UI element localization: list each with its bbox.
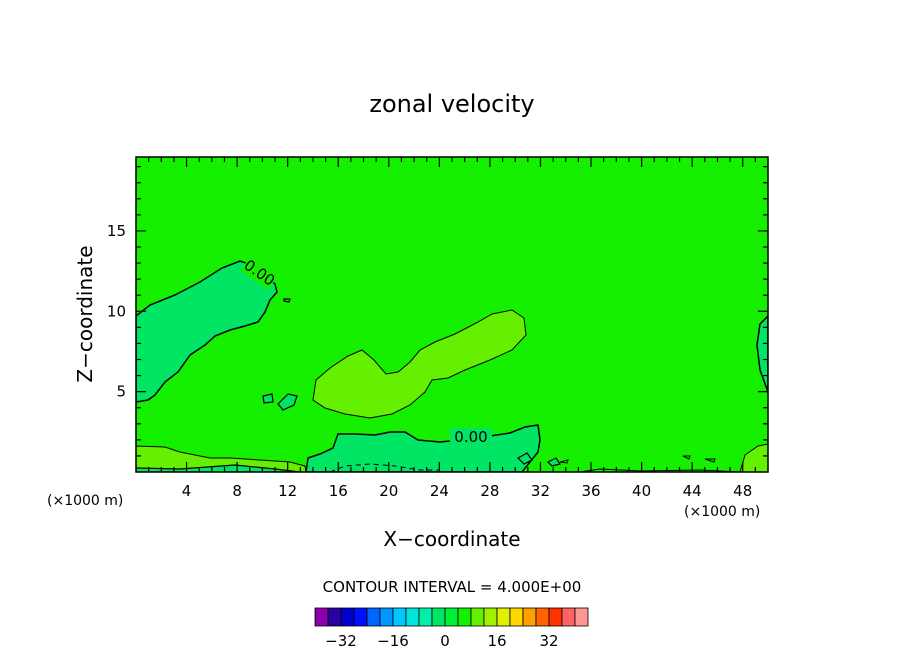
colorbar-swatch bbox=[535, 607, 550, 627]
colorbar-ticks: −32 −16 0 16 32 bbox=[325, 632, 558, 650]
island-g bbox=[682, 455, 691, 460]
island-f bbox=[559, 459, 569, 464]
x-axis-label: X−coordinate bbox=[383, 527, 520, 551]
colorbar-swatch bbox=[431, 607, 446, 627]
colorbar-swatch bbox=[470, 607, 485, 627]
colorbar bbox=[314, 607, 589, 627]
region-negative-upper-left bbox=[136, 260, 278, 403]
y-tick-label: 15 bbox=[107, 222, 126, 240]
colorbar-swatch bbox=[457, 607, 472, 627]
x-tick-label: 24 bbox=[430, 482, 449, 500]
island-a bbox=[262, 393, 274, 404]
island-h bbox=[704, 458, 716, 463]
y-axis: 5 10 15 bbox=[107, 166, 768, 457]
colorbar-swatch bbox=[353, 607, 368, 627]
x-tick-label: 36 bbox=[581, 482, 600, 500]
x-tick-label: 20 bbox=[379, 482, 398, 500]
colorbar-swatch bbox=[392, 607, 407, 627]
colorbar-swatch bbox=[340, 607, 355, 627]
x-unit-label-right: (×1000 m) bbox=[684, 504, 760, 520]
colorbar-tick-label: 32 bbox=[539, 632, 558, 650]
colorbar-swatch bbox=[405, 607, 420, 627]
colorbar-swatch bbox=[483, 607, 498, 627]
dashed-contour bbox=[329, 463, 440, 472]
colorbar-swatch bbox=[366, 607, 381, 627]
region-negative-right-edge bbox=[756, 314, 768, 393]
colorbar-tick-label: 16 bbox=[487, 632, 506, 650]
chart-title: zonal velocity bbox=[369, 90, 534, 118]
colorbar-swatch bbox=[574, 607, 589, 627]
region-positive-bottom-left bbox=[136, 445, 307, 472]
region-negative-lower-center bbox=[305, 424, 541, 472]
x-tick-label: 28 bbox=[480, 482, 499, 500]
x-tick-label: 8 bbox=[232, 482, 242, 500]
island-d bbox=[517, 452, 533, 465]
colorbar-swatch bbox=[418, 607, 433, 627]
x-tick-label: 12 bbox=[278, 482, 297, 500]
contour-interval: CONTOUR INTERVAL = 4.000E+00 bbox=[323, 578, 582, 596]
region-positive-bottom-right bbox=[739, 443, 768, 472]
x-unit-label-left: (×1000 m) bbox=[47, 493, 123, 509]
x-tick-label: 16 bbox=[329, 482, 348, 500]
y-axis-label: Z−coordinate bbox=[73, 245, 97, 382]
contour-label-lower: 0.00 bbox=[454, 428, 487, 446]
bottom-contour-right bbox=[579, 468, 741, 472]
colorbar-tick-label: −32 bbox=[325, 632, 357, 650]
colorbar-swatch bbox=[548, 607, 563, 627]
region-positive-center bbox=[312, 309, 527, 419]
island-c bbox=[283, 298, 291, 303]
colorbar-swatch bbox=[522, 607, 537, 627]
colorbar-tick-label: 0 bbox=[440, 632, 450, 650]
island-e bbox=[546, 457, 561, 467]
plot-area bbox=[136, 157, 768, 472]
colorbar-swatch bbox=[509, 607, 524, 627]
x-tick-label: 32 bbox=[531, 482, 550, 500]
x-axis: 4 8 12 16 20 24 28 32 36 40 44 48 bbox=[148, 157, 756, 500]
y-tick-label: 10 bbox=[107, 302, 126, 320]
island-b bbox=[277, 393, 298, 411]
x-tick-label: 4 bbox=[182, 482, 192, 500]
colorbar-swatch bbox=[561, 607, 576, 627]
colorbar-swatch bbox=[314, 607, 329, 627]
colorbar-swatch bbox=[496, 607, 511, 627]
x-tick-label: 44 bbox=[683, 482, 702, 500]
colorbar-tick-label: −16 bbox=[377, 632, 409, 650]
colorbar-swatch bbox=[444, 607, 459, 627]
x-tick-label: 40 bbox=[632, 482, 651, 500]
colorbar-swatch bbox=[327, 607, 342, 627]
x-tick-label: 48 bbox=[733, 482, 752, 500]
colorbar-swatch bbox=[379, 607, 394, 627]
y-tick-label: 5 bbox=[116, 383, 126, 401]
